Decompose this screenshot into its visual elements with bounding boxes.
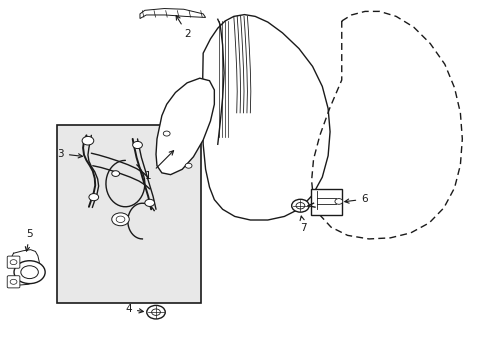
- Bar: [57, 125, 201, 303]
- Circle shape: [82, 136, 94, 145]
- Circle shape: [14, 261, 45, 284]
- Circle shape: [144, 199, 154, 206]
- Circle shape: [151, 309, 160, 315]
- Text: 7: 7: [300, 216, 306, 233]
- Text: 1: 1: [144, 151, 173, 181]
- FancyBboxPatch shape: [7, 276, 20, 288]
- Circle shape: [116, 216, 124, 222]
- Polygon shape: [156, 78, 214, 175]
- Polygon shape: [202, 15, 329, 220]
- Circle shape: [295, 203, 304, 209]
- Circle shape: [334, 199, 342, 204]
- Circle shape: [10, 279, 17, 284]
- Circle shape: [132, 141, 142, 149]
- Circle shape: [21, 266, 38, 279]
- Circle shape: [112, 171, 119, 176]
- FancyBboxPatch shape: [7, 256, 20, 268]
- Text: 2: 2: [176, 15, 190, 39]
- Polygon shape: [15, 276, 39, 285]
- Circle shape: [89, 194, 99, 201]
- Text: 5: 5: [25, 229, 33, 251]
- Polygon shape: [140, 9, 205, 18]
- Text: 6: 6: [344, 194, 367, 204]
- Circle shape: [185, 163, 192, 168]
- Circle shape: [10, 260, 17, 265]
- Circle shape: [146, 305, 165, 319]
- Text: 4: 4: [125, 304, 143, 314]
- Circle shape: [112, 213, 129, 226]
- Circle shape: [163, 131, 170, 136]
- FancyBboxPatch shape: [310, 189, 342, 215]
- Text: 3: 3: [57, 149, 82, 159]
- Circle shape: [291, 199, 308, 212]
